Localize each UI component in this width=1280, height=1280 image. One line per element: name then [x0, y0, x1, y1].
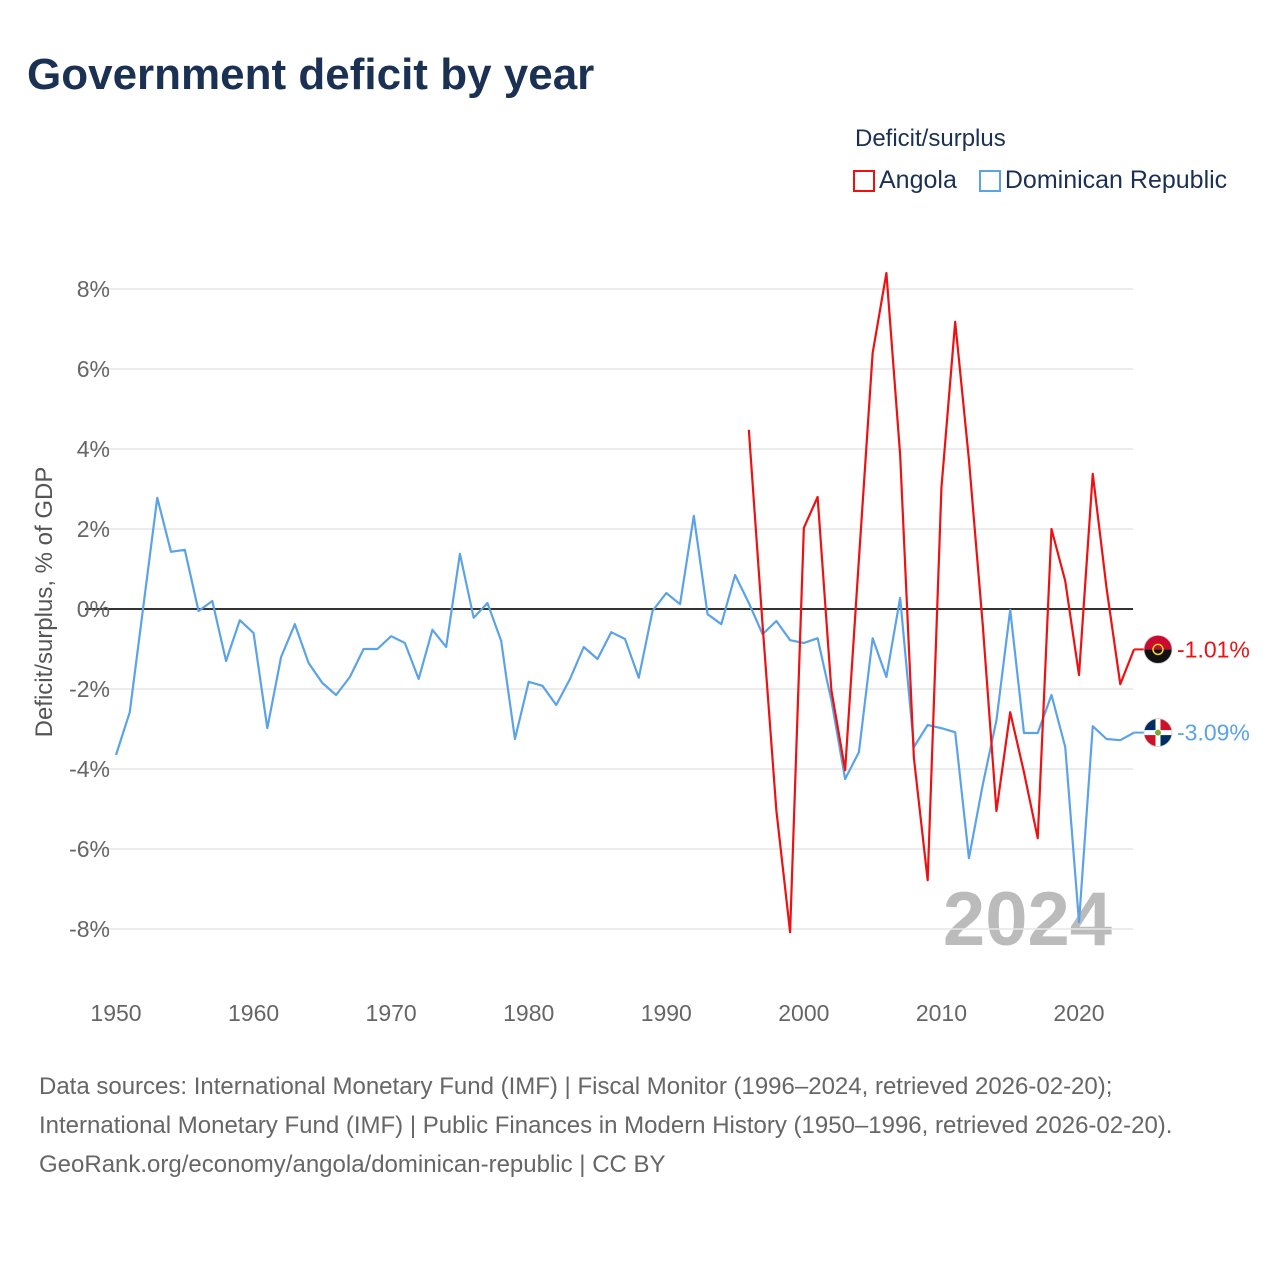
flag-emblem	[1152, 643, 1164, 656]
end-value-label: -1.01%	[1177, 636, 1250, 662]
data-sources: Data sources: International Monetary Fun…	[39, 1073, 1173, 1139]
x-tick-label: 2020	[1053, 1000, 1104, 1026]
y-tick-label: 6%	[77, 356, 110, 382]
legend-label: Dominican Republic	[1004, 166, 1228, 194]
flag-quarter	[1144, 732, 1158, 747]
series-line-dominican-republic	[114, 496, 1135, 924]
footer: Data sources: International Monetary Fun…	[39, 1067, 1239, 1184]
y-axis-label: Deficit/surplus, % of GDP	[31, 467, 58, 738]
y-tick-label: 2%	[77, 516, 110, 542]
legend: Angola Dominican Republic	[853, 166, 1243, 195]
y-tick-label: -8%	[69, 916, 110, 942]
flag-bottom	[1144, 649, 1172, 664]
legend-swatch-angola	[853, 169, 875, 192]
flag-quarter	[1158, 718, 1172, 733]
y-tick-label: -6%	[69, 836, 110, 862]
legend-label: Angola	[879, 166, 957, 194]
flag-icon-angola	[1143, 635, 1173, 664]
y-tick-label: 4%	[77, 436, 110, 462]
flag-border	[1143, 718, 1173, 747]
chart-title: Government deficit by year	[27, 50, 595, 99]
legend-title: Deficit/surplus	[855, 125, 1006, 152]
y-tick-label: 8%	[77, 276, 110, 302]
legend-swatch-dominican-republic	[978, 169, 1001, 192]
flag-quarter	[1158, 732, 1172, 747]
x-tick-label: 1960	[228, 1000, 279, 1026]
flag-border	[1143, 635, 1173, 664]
flag-emblem	[1155, 729, 1161, 736]
x-tick-label: 1950	[90, 1000, 141, 1026]
flag-top	[1144, 635, 1172, 650]
source-link[interactable]: GeoRank.org/economy/angola/dominican-rep…	[39, 1151, 666, 1178]
x-tick-label: 2010	[916, 1000, 967, 1026]
legend-item-dominican-republic[interactable]: Dominican Republic	[978, 166, 1228, 195]
x-tick-label: 1990	[641, 1000, 692, 1026]
end-value-label: -3.09%	[1177, 720, 1250, 746]
year-watermark: 2024	[943, 877, 1112, 962]
x-tick-label: 1970	[366, 1000, 417, 1026]
y-tick-label: -4%	[69, 756, 110, 782]
y-tick-label: -2%	[69, 676, 110, 702]
y-tick-label: 0%	[77, 596, 110, 622]
x-tick-label: 1980	[503, 1000, 554, 1026]
legend-item-angola[interactable]: Angola	[853, 166, 957, 195]
flag-quarter	[1144, 718, 1158, 733]
x-tick-label: 2000	[778, 1000, 829, 1026]
flag-icon-dominican-republic	[1143, 718, 1173, 747]
series-line-angola	[747, 271, 1136, 934]
